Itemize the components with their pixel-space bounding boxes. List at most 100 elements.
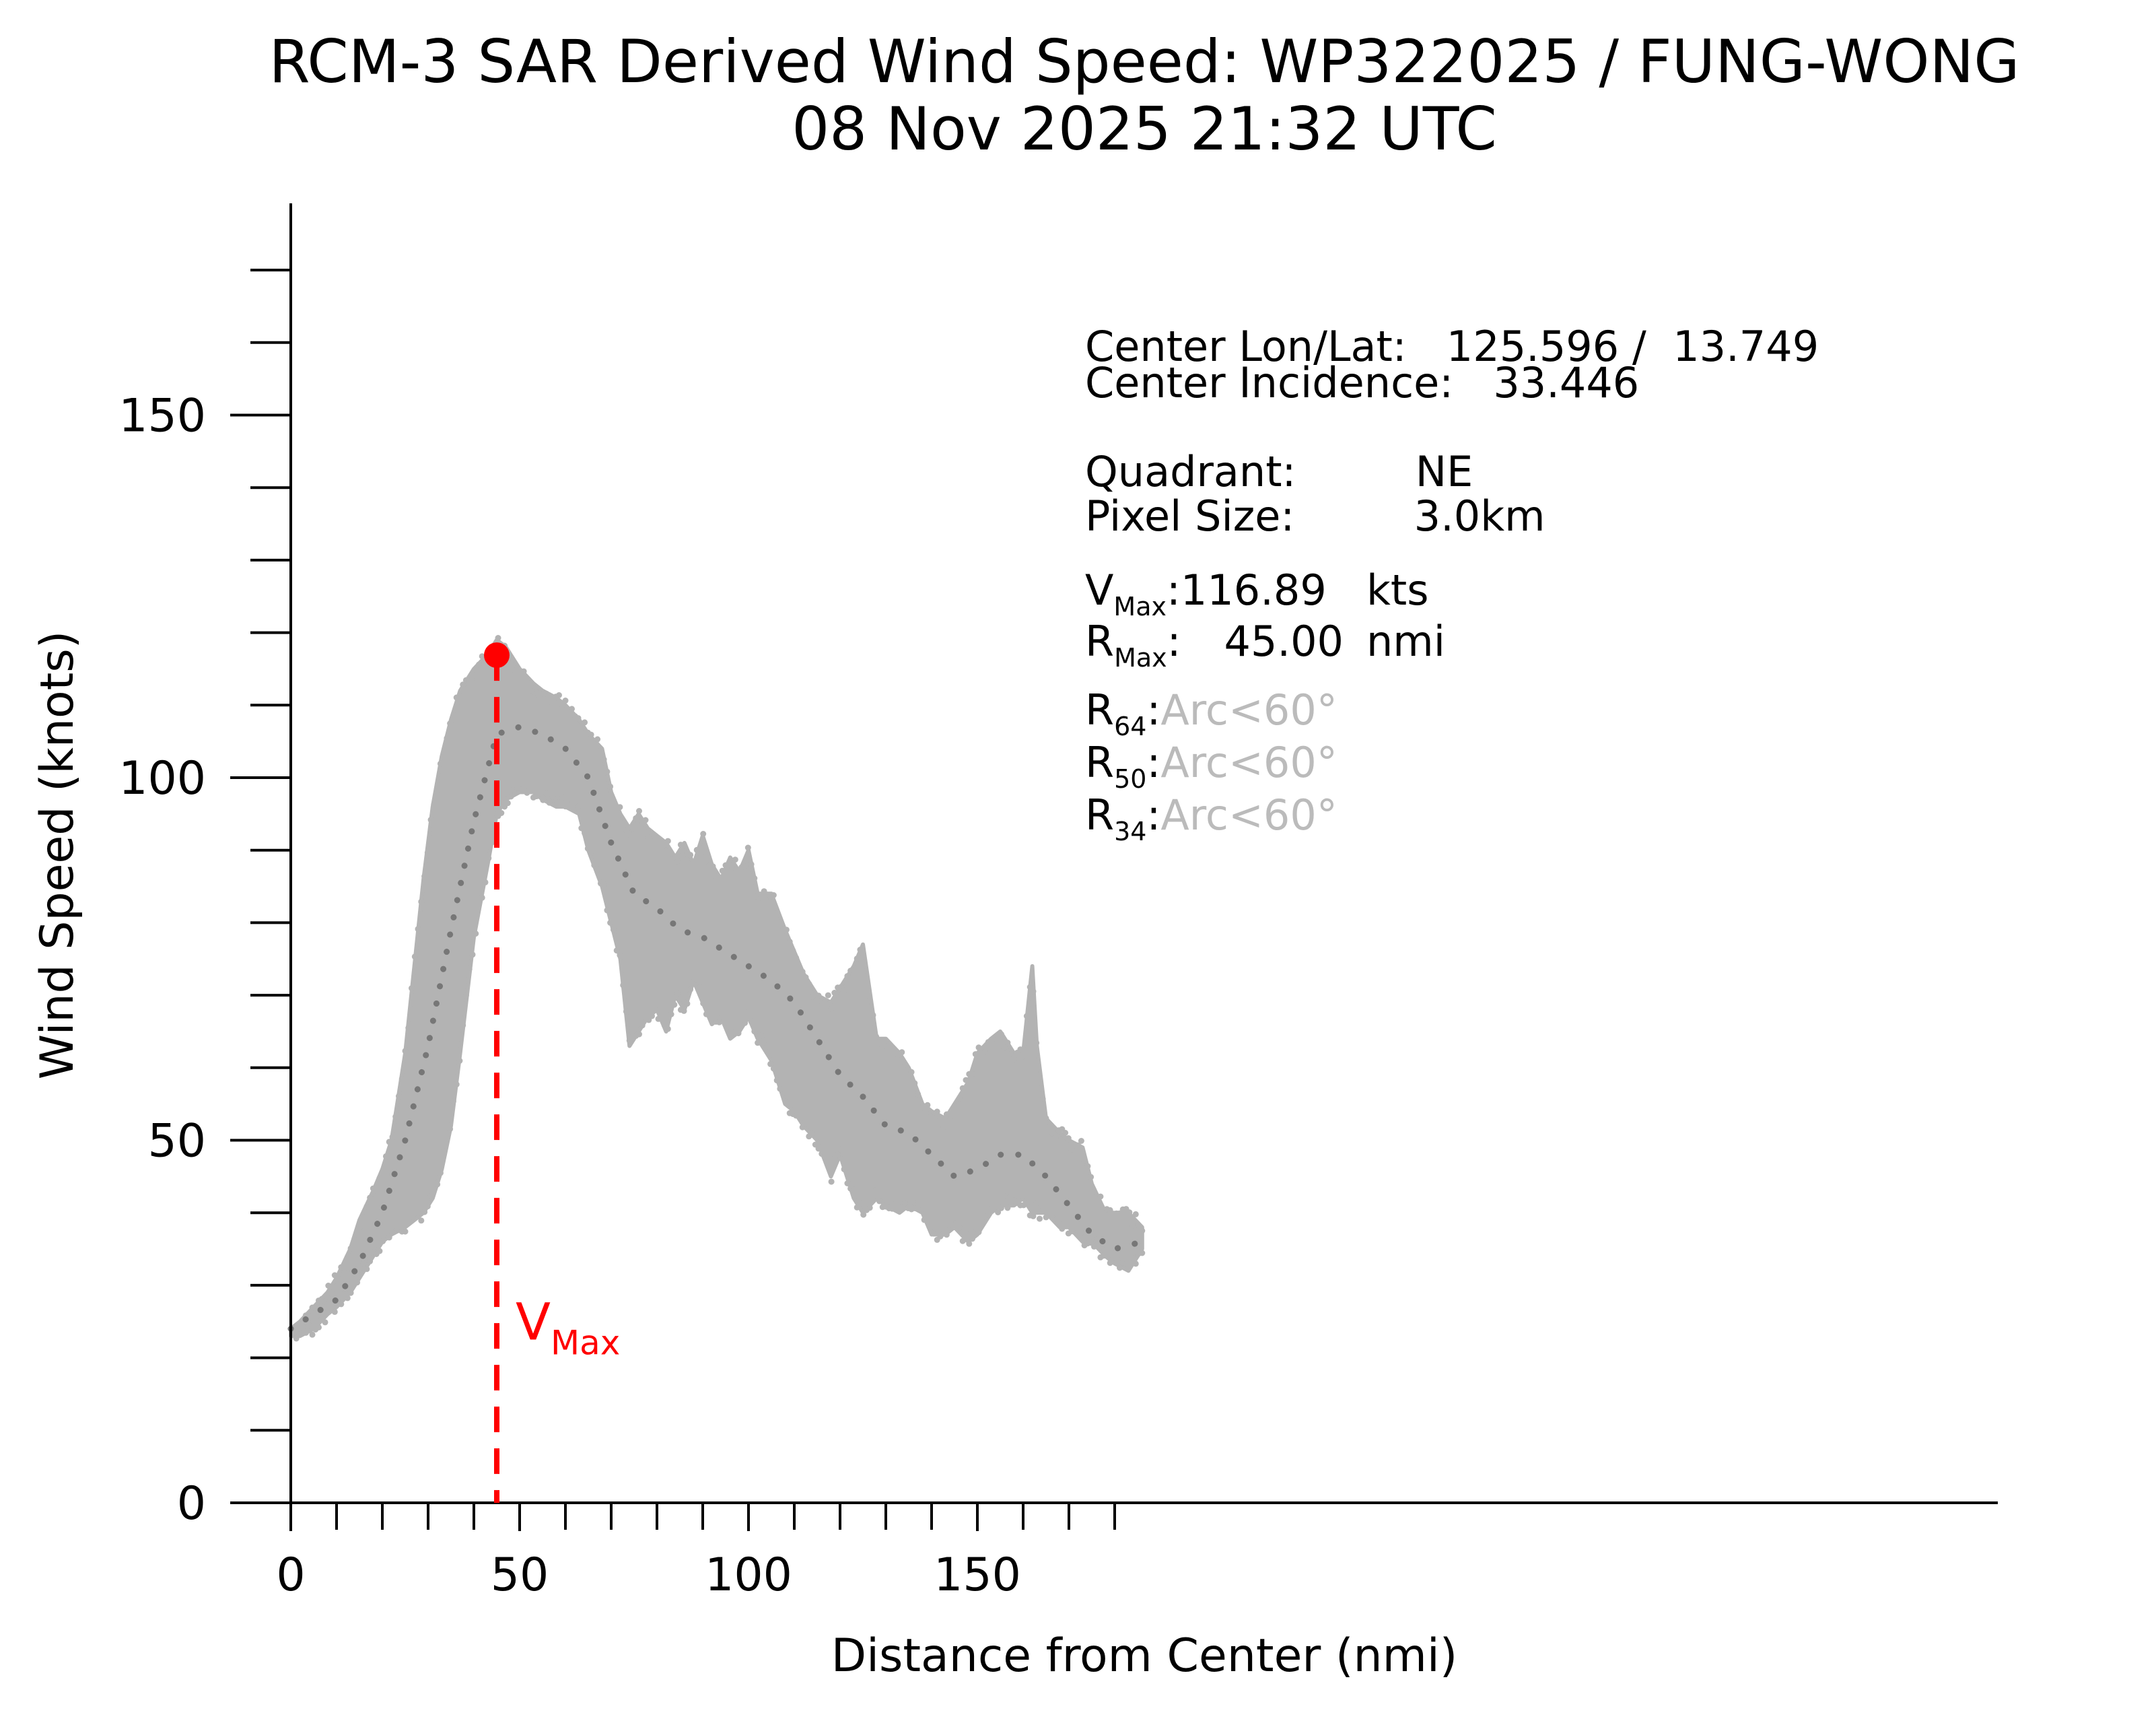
- wind-point: [456, 1058, 463, 1064]
- wind-point: [930, 1230, 937, 1237]
- wind-point: [866, 1205, 873, 1211]
- wind-point: [697, 984, 703, 990]
- wind-point: [380, 1238, 386, 1244]
- wind-point: [588, 731, 594, 738]
- wind-point: [556, 799, 562, 805]
- wind-point: [453, 1081, 460, 1088]
- wind-point: [1090, 1188, 1097, 1195]
- wind-point: [367, 1258, 374, 1264]
- y-axis-label: Wind Speed (knots): [31, 631, 84, 1080]
- wind-point: [924, 1102, 931, 1108]
- wind-point: [1117, 1264, 1123, 1271]
- wind-point: [485, 855, 492, 862]
- wind-point: [569, 706, 575, 712]
- wind-point: [850, 968, 857, 974]
- wind-point: [520, 668, 527, 675]
- wind-point: [716, 877, 722, 884]
- info-center-lonlat: Center Lon/Lat: 125.596 / 13.749: [1085, 322, 1819, 371]
- wind-point: [1136, 1223, 1142, 1229]
- wind-point: [344, 1254, 351, 1260]
- wind-point: [1033, 1200, 1040, 1207]
- wind-point: [444, 1135, 450, 1141]
- wind-point: [687, 986, 694, 992]
- wind-point: [876, 1198, 882, 1205]
- svg-text:45.00: 45.00: [1224, 617, 1344, 666]
- wind-point: [617, 952, 623, 959]
- wind-point: [382, 1153, 389, 1159]
- wind-point: [613, 947, 620, 954]
- wind-point: [671, 1001, 678, 1008]
- wind-point: [908, 1069, 915, 1075]
- wind-point: [815, 992, 822, 999]
- wind-point: [709, 1011, 716, 1018]
- wind-point: [722, 1019, 729, 1026]
- wind-point: [815, 1145, 822, 1152]
- wind-point: [424, 849, 431, 856]
- wind-point: [607, 783, 614, 790]
- wind-point: [773, 1077, 780, 1084]
- wind-point: [1046, 1124, 1053, 1130]
- wind-point: [687, 852, 694, 858]
- wind-point: [755, 899, 761, 905]
- wind-point: [1139, 1250, 1146, 1256]
- wind-point: [594, 866, 601, 873]
- wind-point: [1062, 1219, 1069, 1226]
- wind-point: [924, 1217, 931, 1223]
- info-r50: R50:Arc<60°: [1085, 738, 1337, 794]
- vmax-layer: VMax: [484, 642, 620, 1503]
- wind-point: [1078, 1138, 1084, 1144]
- wind-point: [732, 856, 738, 863]
- info-pixel-size: Pixel Size: 3.0km: [1085, 492, 1545, 541]
- wind-point: [975, 1229, 982, 1236]
- wind-point: [902, 1200, 909, 1207]
- wind-point: [367, 1194, 374, 1201]
- wind-point: [473, 672, 479, 679]
- wind-point: [783, 1098, 790, 1105]
- info-r64: R64:Arc<60°: [1085, 685, 1337, 741]
- info-vmax: VMax:116.89 kts: [1085, 566, 1429, 621]
- wind-point: [1101, 1210, 1107, 1217]
- wind-point: [610, 926, 617, 933]
- wind-point: [617, 804, 623, 811]
- wind-point: [825, 992, 831, 999]
- wind-point: [915, 1200, 921, 1207]
- wind-point: [575, 715, 582, 722]
- wind-point: [870, 1196, 876, 1203]
- wind-point: [389, 1134, 396, 1141]
- wind-point: [1113, 1254, 1120, 1261]
- wind-point: [1126, 1209, 1133, 1216]
- y-tick-label: 100: [118, 752, 206, 805]
- wind-point: [376, 1248, 383, 1254]
- svg-text:R50:Arc<60°: R50:Arc<60°: [1085, 738, 1337, 794]
- wind-point: [963, 1229, 969, 1236]
- wind-point: [1139, 1227, 1146, 1234]
- wind-point: [575, 803, 582, 810]
- wind-point: [341, 1265, 348, 1272]
- wind-point: [396, 1093, 402, 1100]
- wind-point: [860, 1211, 867, 1218]
- wind-point: [822, 1153, 829, 1160]
- wind-point: [985, 1211, 992, 1217]
- wind-point: [1078, 1229, 1084, 1236]
- wind-point: [1010, 1056, 1017, 1062]
- wind-point: [796, 1114, 802, 1120]
- wind-point: [719, 1013, 726, 1020]
- wind-point: [293, 1335, 300, 1342]
- wind-point: [957, 1225, 963, 1231]
- wind-point: [1004, 1040, 1011, 1046]
- wind-point: [559, 702, 565, 708]
- wind-point: [844, 1180, 851, 1186]
- wind-point: [764, 1043, 771, 1050]
- svg-text:R64:Arc<60°: R64:Arc<60°: [1085, 685, 1337, 741]
- wind-point: [835, 1151, 841, 1158]
- wind-point: [543, 790, 549, 797]
- wind-point: [626, 1037, 633, 1044]
- wind-point: [331, 1308, 338, 1315]
- wind-point: [674, 990, 681, 997]
- wind-point: [402, 1048, 409, 1054]
- wind-point: [1084, 1163, 1091, 1170]
- wind-point: [1037, 1074, 1043, 1081]
- wind-point: [943, 1231, 950, 1238]
- wind-point: [767, 1060, 774, 1067]
- x-tick-label: 0: [276, 1549, 305, 1602]
